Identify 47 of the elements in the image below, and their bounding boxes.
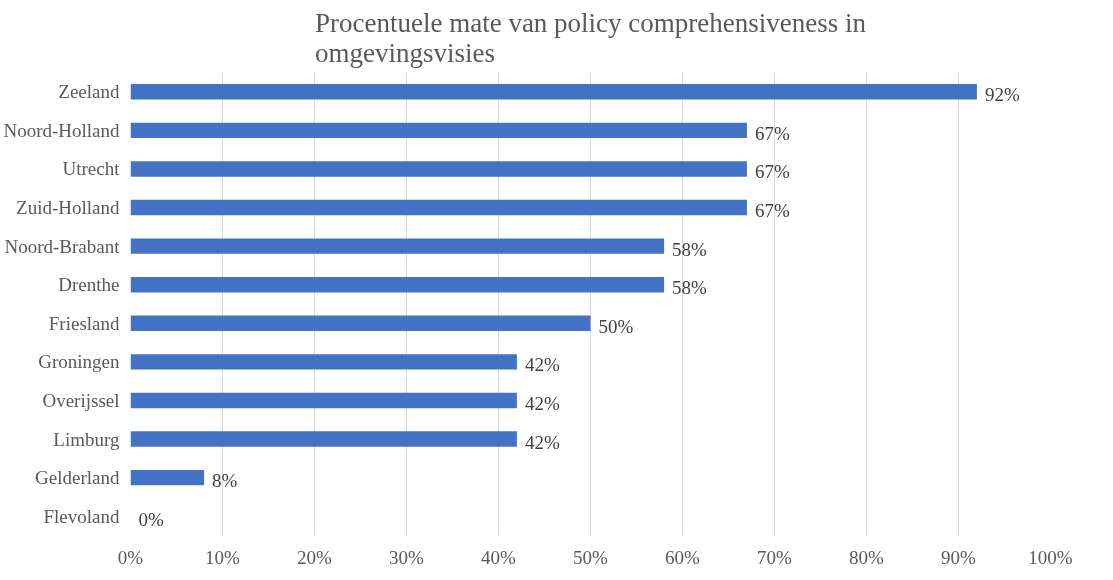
y-tick-label: Friesland (48, 312, 120, 334)
bar (130, 84, 977, 100)
bar (130, 122, 747, 139)
bar (130, 161, 747, 177)
data-label: 67% (754, 122, 790, 144)
x-tick-label: 100% (1028, 546, 1073, 568)
data-label: 0% (138, 508, 164, 530)
data-label: 67% (754, 161, 790, 183)
bar (130, 238, 665, 254)
data-label: 92% (984, 84, 1020, 106)
y-tick-label: Zeeland (58, 81, 120, 103)
y-tick-label: Flevoland (43, 505, 120, 527)
y-tick-label: Zuid-Holland (16, 197, 120, 219)
bar (130, 392, 517, 409)
y-tick-label: Noord-Holland (3, 119, 120, 141)
bar (130, 199, 747, 216)
bar (130, 315, 591, 332)
data-label: 42% (524, 392, 560, 414)
x-tick-label: 40% (481, 546, 517, 568)
x-tick-label: 70% (757, 546, 793, 568)
y-tick-label: Noord-Brabant (4, 235, 121, 257)
y-tick-label: Groningen (38, 351, 120, 373)
data-label: 42% (524, 431, 560, 453)
x-tick-label: 50% (573, 546, 609, 568)
bar (130, 431, 517, 447)
x-tick-label: 0% (117, 546, 144, 568)
bar (130, 354, 517, 370)
data-label: 58% (672, 277, 708, 299)
y-tick-label: Limburg (53, 428, 120, 450)
data-label: 42% (524, 354, 560, 376)
x-tick-label: 20% (297, 546, 333, 568)
y-tick-label: Utrecht (62, 158, 121, 180)
chart-title: Procentuele mate van policy comprehensiveness in omgevingsvisies (314, 7, 867, 68)
x-tick-label: 30% (389, 546, 425, 568)
data-label: 58% (672, 238, 708, 260)
bar (130, 469, 205, 486)
y-tick-label: Drenthe (58, 274, 120, 296)
data-label: 67% (754, 200, 790, 222)
data-label: 50% (598, 315, 634, 337)
x-tick-label: 80% (849, 546, 885, 568)
bar (130, 276, 665, 293)
y-tick-label: Overijssel (42, 389, 120, 411)
x-tick-label: 60% (665, 546, 701, 568)
x-tick-label: 10% (205, 546, 241, 568)
x-tick-label: 90% (941, 546, 977, 568)
data-label: 8% (212, 470, 238, 492)
y-tick-label: Gelderland (35, 467, 120, 489)
